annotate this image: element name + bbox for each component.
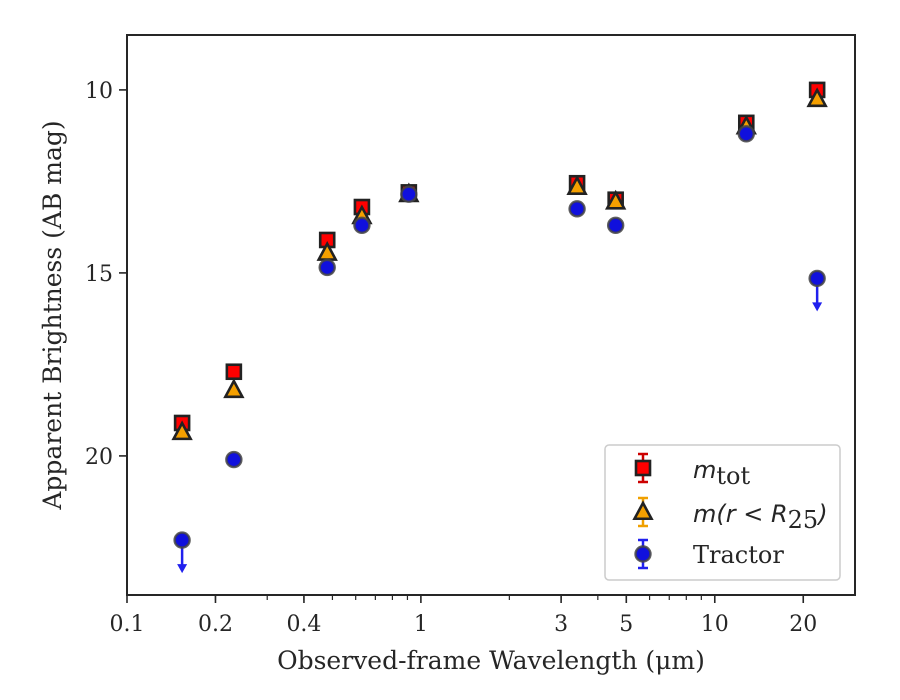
legend: mtot m(r < R25) Tractor: [604, 444, 841, 581]
data-point-circle-5: [568, 200, 586, 218]
x-axis-label: Observed-frame Wavelength (μm): [277, 646, 705, 675]
plot-frame: [126, 34, 856, 596]
data-point-circle-3: [353, 216, 371, 235]
data-point-circle-2: [318, 258, 336, 277]
legend-marker-triangle: [632, 500, 654, 521]
y-tick-label-2: 20: [85, 445, 113, 470]
x-tick-label-6: 10: [701, 612, 729, 637]
data-point-triangle-1: [223, 378, 245, 399]
legend-mr25-main: m(r < R: [693, 500, 788, 528]
legend-mtot-sub: tot: [716, 462, 750, 490]
y-tick-label-0: 10: [85, 79, 113, 104]
data-point-triangle-5: [566, 175, 588, 195]
x-tick-label-2: 0.4: [286, 612, 321, 637]
x-tick-label-4: 3: [554, 612, 568, 637]
data-point-triangle-0: [171, 420, 193, 441]
legend-entry-mr25: m(r < R25): [693, 500, 828, 534]
data-point-circle-1: [225, 450, 243, 469]
legend-entry-mtot: mtot: [693, 456, 750, 490]
data-point-circle-7: [737, 125, 755, 143]
legend-mr25-sub: 25: [788, 506, 819, 534]
legend-mr25-tail: ): [816, 500, 827, 528]
data-point-circle-4: [400, 185, 418, 203]
x-tick-label-1: 0.2: [198, 612, 233, 637]
y-tick-label-1: 15: [85, 262, 113, 287]
x-tick-label-7: 20: [789, 612, 817, 637]
data-point-circle-6: [606, 216, 625, 235]
data-markers: [171, 81, 828, 574]
x-tick-label-3: 1: [414, 612, 428, 637]
upper-limit-arrowhead-2-0: [177, 564, 188, 574]
legend-marker-circle: [634, 545, 652, 563]
legend-markers: [632, 452, 654, 570]
data-point-triangle-8: [806, 87, 828, 108]
data-point-triangle-6: [604, 189, 627, 210]
y-axis-label: Apparent Brightness (AB mag): [38, 120, 67, 510]
upper-limit-arrowhead-2-8: [812, 302, 823, 312]
legend-entry-tractor: Tractor: [693, 541, 784, 569]
legend-mtot-main: m: [693, 456, 716, 484]
x-tick-label-0: 0.1: [110, 612, 145, 637]
data-point-circle-8: [808, 269, 826, 288]
data-point-square-1: [225, 363, 243, 381]
legend-frame: [604, 444, 841, 581]
legend-marker-square: [634, 459, 652, 477]
data-point-circle-0: [173, 531, 191, 549]
x-tick-label-5: 5: [619, 612, 633, 637]
